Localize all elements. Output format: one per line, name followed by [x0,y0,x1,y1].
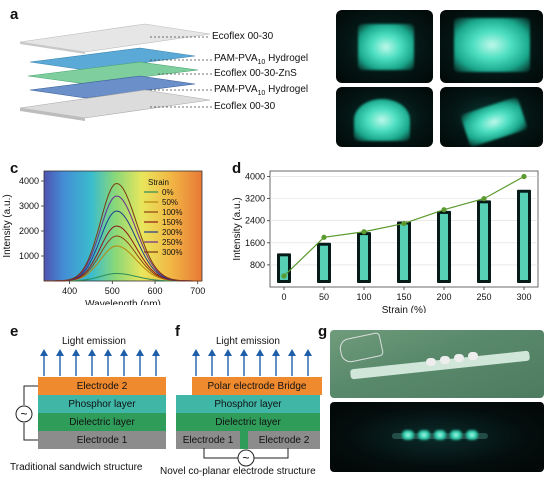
svg-text:~: ~ [242,451,249,465]
layer-label-4: PAM-PVA10 Hydrogel [214,84,309,97]
ac-source-icon [15,405,33,423]
y-tick-label: 2000 [19,226,39,236]
x-tick-label: 300 [516,292,531,302]
phosphor-layer-e: Phosphor layer [38,395,166,413]
y-axis-label: Intensity (a.u.) [2,194,13,257]
device-image-glow [480,203,488,280]
ac-source-f: ~ [203,448,289,467]
legend-label: 200% [162,228,182,237]
data-point [281,273,287,279]
light-emission-label-e: Light emission [62,336,126,347]
device-image-glow [440,213,448,280]
svg-text:~: ~ [20,407,27,421]
x-tick-label: 200 [436,292,451,302]
layer-ecoflex-zns [27,61,199,85]
dielectric-layer-e: Dielectric layer [38,413,166,431]
phosphor-layer-f: Phosphor layer [176,395,320,413]
electrode-gap [240,431,248,449]
layer-hydrogel-bottom [29,75,196,99]
ac-source-icon [237,449,255,467]
panel-label-c: c [10,160,19,177]
x-tick-label: 150 [396,292,411,302]
y-tick-label: 3200 [245,194,265,204]
y-tick-label: 4000 [245,172,265,182]
data-point [401,220,407,227]
x-tick-label: 250 [476,292,491,302]
caption-e: Traditional sandwich structure [10,462,143,473]
device-image-glow [360,235,368,280]
photo-bent-device [336,87,433,147]
data-point [481,196,487,202]
plot-frame [43,170,203,282]
panel-label-f: f [175,323,180,340]
y-axis-label: Intensity (a.u.) [232,197,243,260]
strain-intensity-chart: 800 1600 2400 3200 4000 0 50 100 150 200 250 300 Str… [232,170,539,313]
y-tick-label: 4000 [19,176,39,186]
legend-label: 300% [162,248,182,257]
layer-label-3: Ecoflex 00-30-ZnS [214,68,297,79]
y-tick-label: 2400 [245,216,265,226]
y-tick-label: 800 [250,260,265,270]
data-point [441,207,447,213]
dielectric-layer-f: Dielectric layer [176,413,320,431]
y-tick-label: 1000 [19,251,39,261]
x-tick-label: 500 [105,286,120,296]
x-tick-label: 50 [319,292,329,302]
light-emission-label-f: Light emission [216,336,280,347]
polar-electrode-bridge: Polar electrode Bridge [192,377,322,395]
y-tick-label: 1600 [245,238,265,248]
layer-label-1: Ecoflex 00-30 [212,31,274,42]
y-tick-label: 3000 [19,201,39,211]
data-point [521,173,527,180]
emission-arrows-e [40,349,160,376]
panel-label-e: e [10,323,19,340]
layer-ecoflex-bottom [19,89,211,119]
device-image-glow [520,192,528,280]
legend-label: 50% [162,198,178,207]
panel-label-a: a [10,6,19,23]
photo-stretched-device [440,10,543,83]
data-point [321,234,327,240]
x-axis-label: Strain (%) [382,305,426,313]
photo-device-dark [330,402,544,472]
emission-arrows-f [192,349,312,376]
photo-flat-device [336,10,433,83]
device-image-glow [280,256,288,280]
spectrum-line-300pct [44,183,202,282]
electrode-2-f: Electrode 2 [248,431,320,449]
spectrum-chart: 400 500 600 700 1000 2000 3000 4000 Wavelength (… [2,170,205,305]
legend-label: 250% [162,238,182,247]
layer-label-2: PAM-PVA10 Hydrogel [214,53,309,66]
device-image-glow [400,224,408,280]
electrode-1-f: Electrode 1 [176,431,240,449]
electrode-1-layer: Electrode 1 [38,431,166,449]
device-image-glow [320,245,328,280]
panel-label-d: d [232,160,242,177]
legend-label: 100% [162,208,182,217]
electrode-2-layer: Electrode 2 [38,377,166,395]
caption-f: Novel co-planar electrode structure [160,466,316,477]
photo-device-daylight [330,330,544,398]
data-point [361,229,367,235]
ac-source-e: ~ [15,385,38,441]
legend-title: Strain [148,178,169,187]
layer-label-5: Ecoflex 00-30 [214,101,276,112]
exploded-layer-diagram [19,23,212,121]
x-tick-label: 400 [62,286,77,296]
legend-label: 150% [162,218,182,227]
photo-twisted-device [440,87,543,147]
x-tick-label: 600 [148,286,163,296]
x-tick-label: 700 [190,286,205,296]
panel-label-g: g [318,323,328,340]
legend-label: 0% [162,188,174,197]
x-tick-label: 0 [281,292,286,302]
layer-hydrogel-top [29,47,196,71]
x-tick-label: 100 [356,292,371,302]
x-axis-label: Wavelength (nm) [85,299,161,305]
